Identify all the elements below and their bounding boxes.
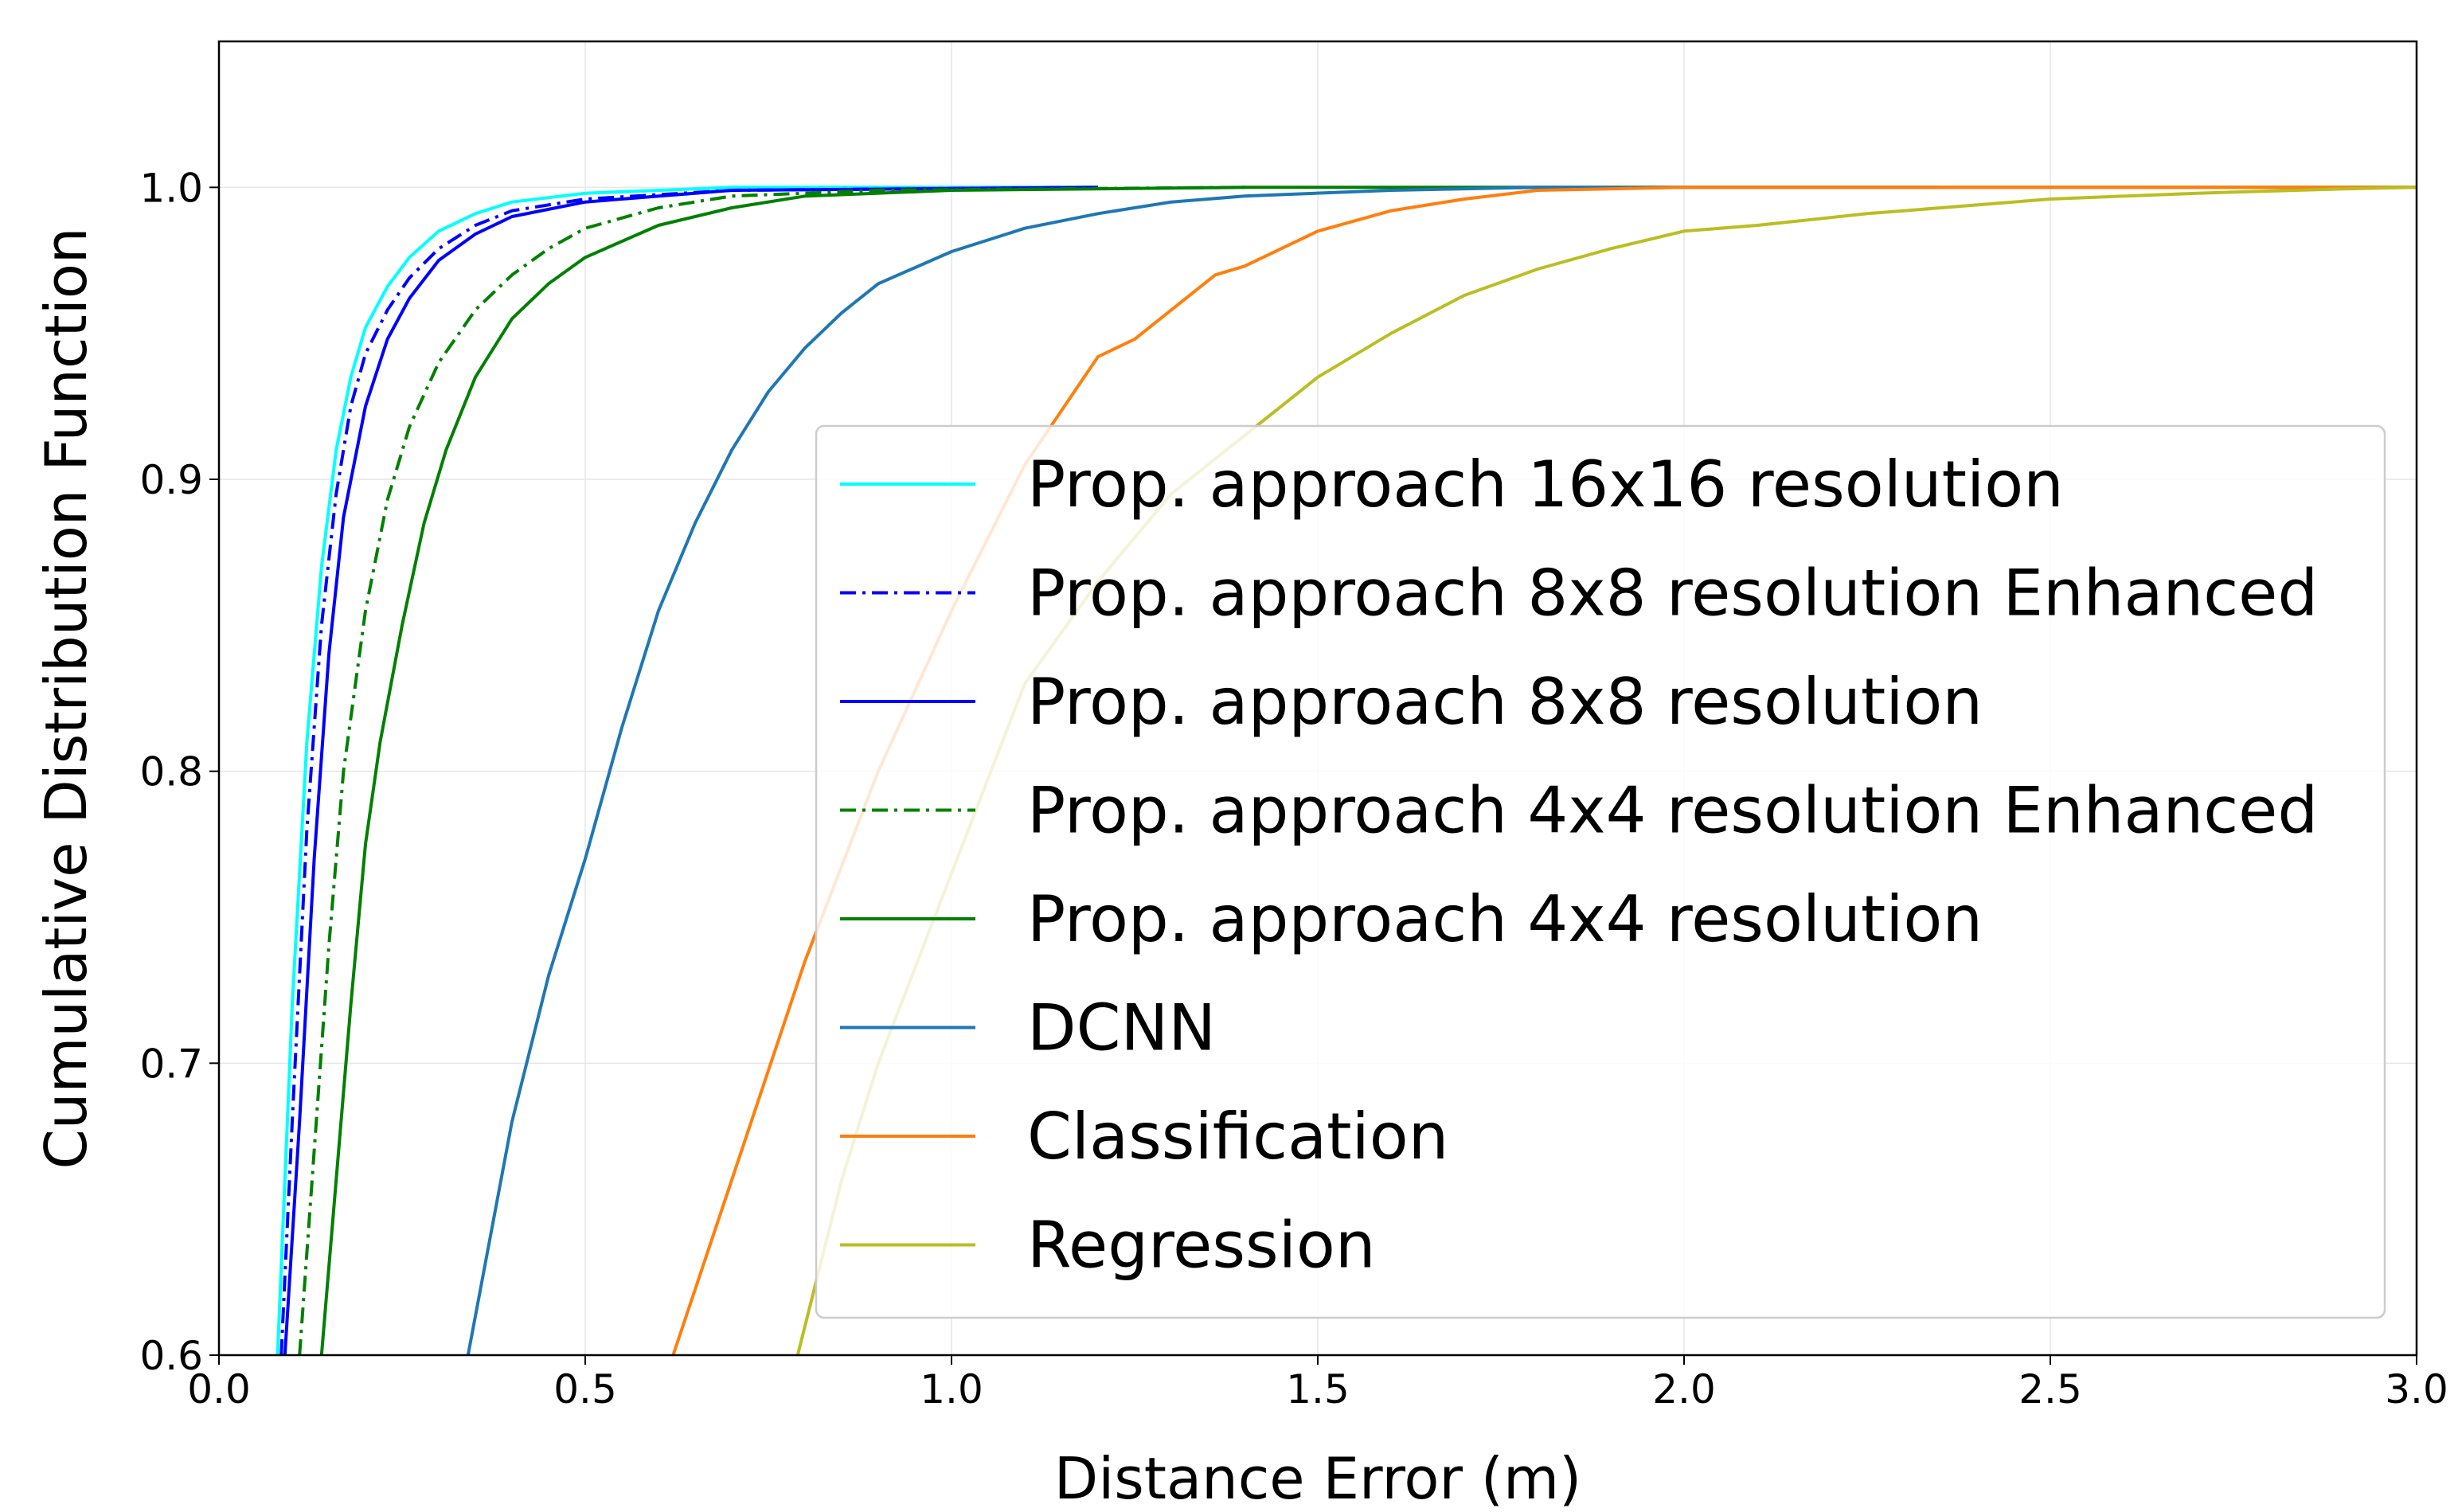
x-tick-label: 1.0 xyxy=(920,1366,983,1412)
y-axis-label: Cumulative Distribution Function xyxy=(33,227,100,1169)
legend-label: DCNN xyxy=(1027,991,1216,1065)
legend-label: Prop. approach 8x8 resolution xyxy=(1027,665,1983,739)
legend-label: Prop. approach 4x4 resolution Enhanced xyxy=(1027,774,2318,848)
series-line-2 xyxy=(283,186,1099,1355)
x-tick-label: 3.0 xyxy=(2385,1366,2448,1412)
x-axis-label: Distance Error (m) xyxy=(1054,1445,1581,1512)
y-tick-label: 0.6 xyxy=(139,1333,203,1379)
legend-label: Prop. approach 8x8 resolution Enhanced xyxy=(1027,557,2318,631)
x-tick-label: 2.0 xyxy=(1652,1366,1716,1412)
y-tick-label: 0.7 xyxy=(139,1041,203,1087)
legend-label: Classification xyxy=(1027,1100,1448,1174)
series-line-4 xyxy=(319,186,2417,1355)
x-tick-label: 2.5 xyxy=(2018,1366,2082,1412)
x-tick-label: 0.5 xyxy=(553,1366,617,1412)
legend-box xyxy=(815,424,2386,1319)
y-tick-label: 0.9 xyxy=(139,457,203,503)
legend-label: Regression xyxy=(1027,1209,1376,1283)
y-axis-ticks: 0.6 0.7 0.8 0.9 1.0 xyxy=(139,165,219,1379)
legend-label: Prop. approach 4x4 resolution xyxy=(1027,882,1983,956)
x-tick-label: 0.0 xyxy=(187,1366,251,1412)
x-axis-ticks: 0.0 0.5 1.0 1.5 2.0 2.5 3.0 xyxy=(187,1355,2448,1412)
series-line-1 xyxy=(279,186,1099,1355)
legend: Prop. approach 16x16 resolution Prop. app… xyxy=(815,424,2386,1319)
y-tick-label: 1.0 xyxy=(139,165,203,211)
series-line-5 xyxy=(466,186,1940,1355)
y-tick-label: 0.8 xyxy=(139,749,203,795)
x-tick-label: 1.5 xyxy=(1286,1366,1350,1412)
legend-label: Prop. approach 16x16 resolution xyxy=(1027,447,2064,522)
series-line-0 xyxy=(275,186,1098,1355)
